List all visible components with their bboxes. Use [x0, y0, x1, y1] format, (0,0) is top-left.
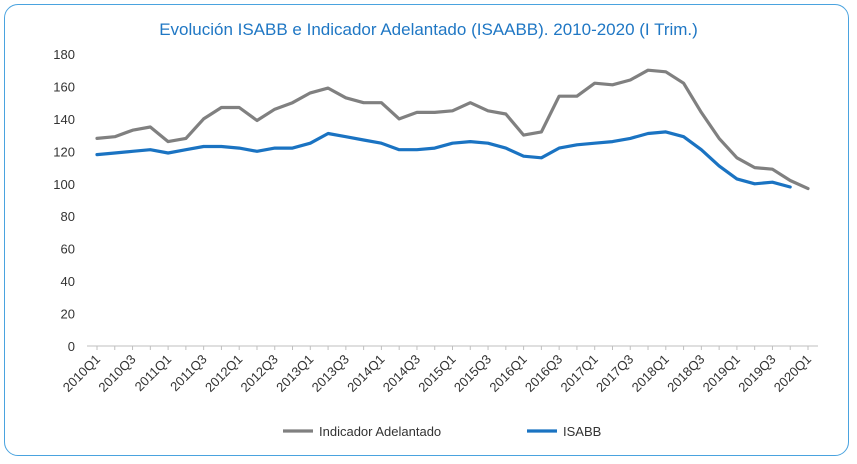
x-tick-label: 2015Q3: [451, 352, 494, 395]
y-tick-label: 60: [61, 242, 75, 257]
legend-label-indicador-adelantado: Indicador Adelantado: [319, 424, 441, 439]
series-line-indicador-adelantado: [95, 68, 810, 191]
x-tick-label: 2010Q3: [95, 352, 138, 395]
x-tick-label: 2013Q3: [309, 352, 352, 395]
x-tick-label: 2012Q3: [238, 352, 281, 395]
y-tick-label: 160: [53, 79, 75, 94]
x-tick-label: 2014Q3: [380, 352, 423, 395]
x-tick-label: 2014Q1: [344, 352, 387, 395]
x-tick-label: 2018Q1: [629, 352, 672, 395]
y-tick-label: 120: [53, 144, 75, 159]
y-tick-label: 140: [53, 112, 75, 127]
x-tick-label: 2017Q1: [558, 352, 601, 395]
x-tick-label: 2010Q1: [60, 352, 103, 395]
y-tick-label: 40: [61, 274, 75, 289]
legend: Indicador Adelantado ISABB: [283, 424, 601, 439]
series-group: [95, 68, 810, 191]
x-tick-label: 2011Q1: [132, 352, 175, 395]
y-tick-label: 0: [68, 339, 75, 354]
x-tick-label: 2019Q1: [700, 352, 743, 395]
y-tick-label: 180: [53, 47, 75, 62]
y-tick-label: 100: [53, 177, 75, 192]
chart-frame: [4, 4, 849, 456]
x-tick-label: 2016Q1: [486, 352, 529, 395]
axes: 0204060801001201401601802010Q12010Q32011…: [53, 47, 818, 395]
series-line-isabb: [95, 130, 792, 189]
y-tick-label: 20: [61, 307, 75, 322]
x-tick-label: 2012Q1: [202, 352, 245, 395]
x-tick-label: 2017Q3: [593, 352, 636, 395]
x-tick-label: 2019Q3: [735, 352, 778, 395]
y-tick-label: 80: [61, 209, 75, 224]
x-tick-label: 2020Q1: [771, 352, 814, 395]
legend-label-isabb: ISABB: [563, 424, 601, 439]
x-tick-label: 2018Q3: [664, 352, 707, 395]
x-tick-label: 2015Q1: [415, 352, 458, 395]
chart-title: Evolución ISABB e Indicador Adelantado (…: [159, 20, 698, 39]
x-tick-label: 2011Q3: [167, 352, 210, 395]
x-tick-label: 2013Q1: [273, 352, 316, 395]
x-tick-label: 2016Q3: [522, 352, 565, 395]
